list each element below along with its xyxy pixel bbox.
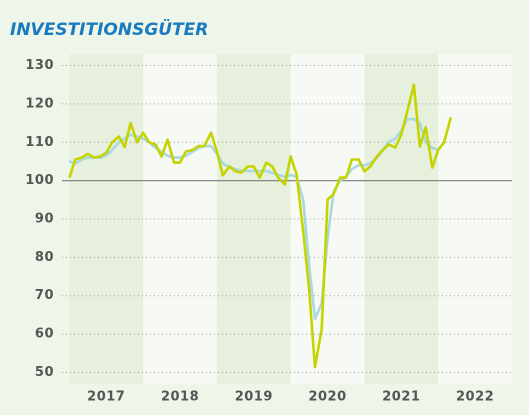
y-tick-label: 80 (35, 250, 54, 265)
year-band (364, 54, 439, 384)
x-tick-label: 2020 (308, 390, 346, 405)
year-band (438, 54, 512, 384)
y-tick-label: 110 (25, 135, 54, 150)
y-tick-label: 100 (25, 173, 54, 188)
y-tick-label: 120 (25, 96, 54, 111)
year-band (216, 54, 291, 384)
y-tick-label: 90 (35, 212, 54, 227)
x-tick-label: 2021 (382, 390, 420, 405)
year-band (143, 54, 217, 384)
y-tick-label: 50 (35, 365, 54, 380)
y-tick-label: 70 (35, 288, 54, 303)
series-line (68, 83, 453, 369)
x-tick-label: 2019 (235, 390, 273, 405)
y-tick-label: 130 (25, 58, 54, 73)
y-tick-label: 60 (35, 327, 54, 342)
x-tick-label: 2022 (456, 390, 494, 405)
chart-title: INVESTITIONSGÜTER (10, 18, 208, 40)
x-tick-label: 2018 (161, 390, 199, 405)
x-tick-label: 2017 (87, 390, 125, 405)
